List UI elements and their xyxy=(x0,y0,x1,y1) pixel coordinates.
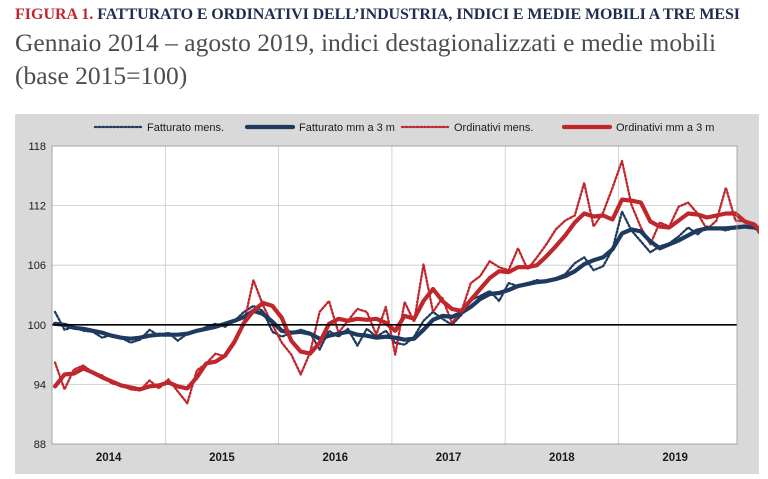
legend-label: Ordinativi mens. xyxy=(454,122,533,134)
x-tick-label: 2015 xyxy=(209,452,235,464)
series-line-ordinativi-mens xyxy=(53,159,759,405)
x-tick-label: 2014 xyxy=(96,452,122,464)
legend-label: Ordinativi mm a 3 m xyxy=(616,122,714,134)
figure-title: FATTURATO E ORDINATIVI DELL’INDUSTRIA, I… xyxy=(97,6,740,23)
y-tick-label: 118 xyxy=(28,141,46,153)
series-line-ordinativi-mm-a-3-m xyxy=(52,197,759,392)
y-tick-label: 94 xyxy=(34,379,46,391)
figure-label: FIGURA 1. FATTURATO E ORDINATIVI DELL’IN… xyxy=(15,6,765,24)
x-tick-label: 2016 xyxy=(322,452,348,464)
y-tick-label: 88 xyxy=(34,439,46,451)
x-tick-label: 2017 xyxy=(436,452,462,464)
plot-border xyxy=(51,145,738,445)
chart-panel: 88 94 100 106 112 118 2014 2015 2016 2017 2018 2019… xyxy=(15,114,759,474)
x-tick-label: 2018 xyxy=(549,452,575,464)
legend-label: Fatturato mm a 3 m xyxy=(299,122,395,134)
figure-number: FIGURA 1. xyxy=(15,6,94,23)
legend-label: Fatturato mens. xyxy=(147,122,224,134)
series-line-fatturato-mm-a-3-m xyxy=(52,224,759,342)
y-tick-label: 100 xyxy=(28,320,46,332)
plot-area xyxy=(52,146,737,444)
figure-subtitle: Gennaio 2014 – agosto 2019, indici desta… xyxy=(15,28,717,90)
x-tick-label: 2019 xyxy=(662,452,688,464)
y-tick-label: 106 xyxy=(28,260,46,272)
line-chart: 88 94 100 106 112 118 2014 2015 2016 2017 2018 2019… xyxy=(28,122,759,464)
y-tick-label: 112 xyxy=(28,201,46,213)
